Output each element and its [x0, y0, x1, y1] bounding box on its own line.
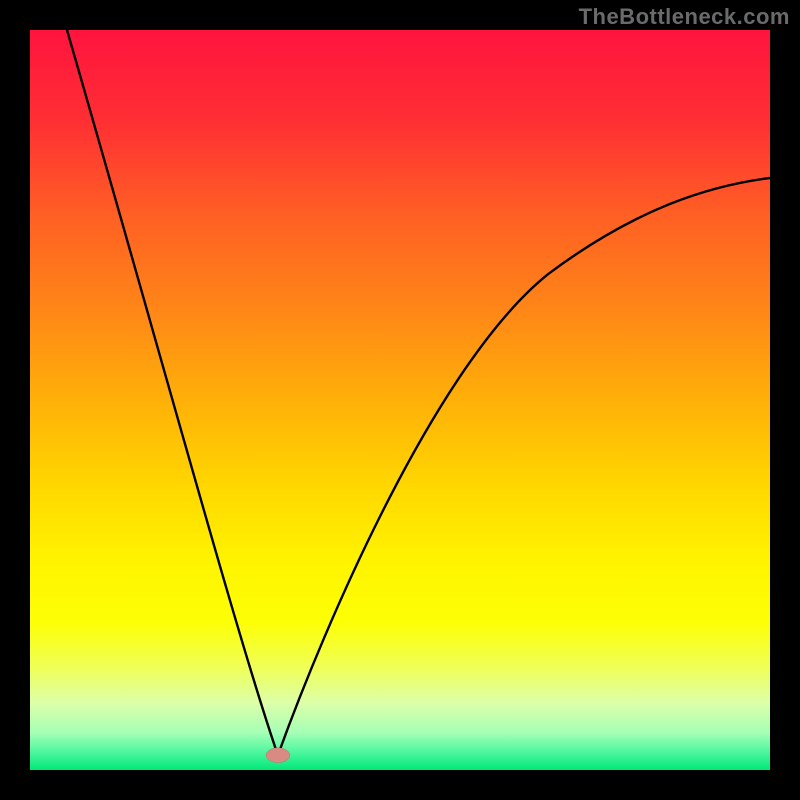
chart-svg	[30, 30, 770, 770]
chart-frame: TheBottleneck.com	[0, 0, 800, 800]
plot-area	[30, 30, 770, 770]
optimum-marker	[266, 748, 290, 763]
watermark-text: TheBottleneck.com	[579, 4, 790, 30]
chart-background	[30, 30, 770, 770]
